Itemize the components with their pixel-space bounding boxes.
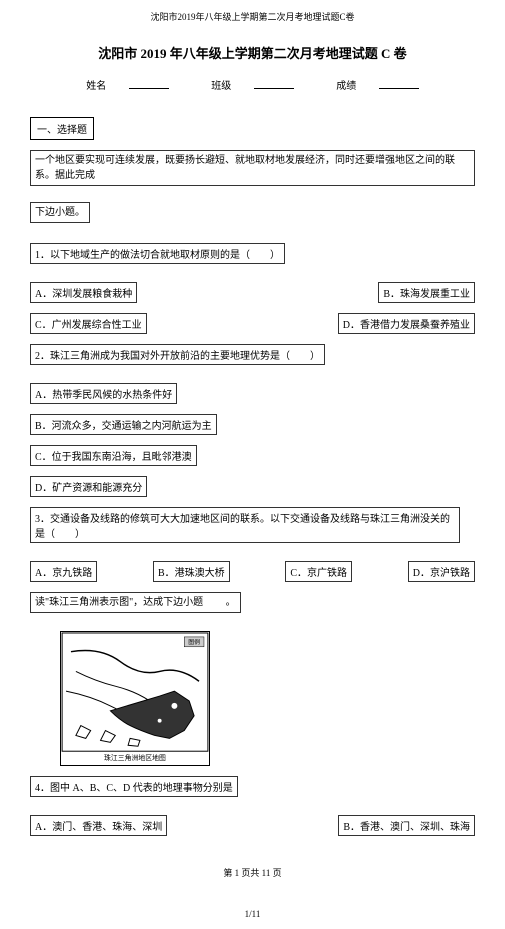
question-1: 1．以下地域生产的做法切合就地取材原则的是（ ） [30,243,285,264]
map-image: 珠江三角洲地区地图 图例 [60,631,210,766]
score-field: 成绩 [326,81,429,92]
footer-page: 第 1 页共 11 页 [30,866,475,879]
q1-option-b: B．珠海发展重工业 [378,282,475,303]
intro-paragraph-2: 下边小题。 [30,202,90,223]
pearl-river-delta-map-svg: 珠江三角洲地区地图 图例 [61,632,209,765]
q2-option-a: A．热带季民风候的水热条件好 [30,383,177,404]
class-field: 班级 [201,81,304,92]
question-3: 3．交通设备及线路的修筑可大大加速地区间的联系。以下交通设备及线路与珠江三角洲没… [30,507,460,543]
q2-option-d: D．矿产资源和能源充分 [30,476,147,497]
intro-2: 读"珠江三角洲表示图"，达成下边小题 。 [30,592,241,613]
q3-option-c: C．京广铁路 [285,561,352,582]
page-header: 沈阳市2019年八年级上学期第二次月考地理试题C卷 [30,10,475,23]
name-field: 姓名 [76,81,179,92]
exam-title: 沈阳市 2019 年八年级上学期第二次月考地理试题 C 卷 [30,43,475,62]
q1-option-a: A．深圳发展粮食栽种 [30,282,137,303]
q1-option-c: C．广州发展综合性工业 [30,313,147,334]
question-2: 2．珠江三角洲成为我国对外开放前沿的主要地理优势是（ ） [30,344,325,365]
q2-option-b: B．河流众多，交通运输之内河航运为主 [30,414,217,435]
q3-option-a: A．京九铁路 [30,561,97,582]
q4-option-b: B．香港、澳门、深圳、珠海 [338,815,475,836]
meta-row: 姓名 班级 成绩 [30,77,475,92]
section-1-header: 一、选择题 [30,117,94,140]
q3-option-b: B．港珠澳大桥 [153,561,230,582]
q2-option-c: C．位于我国东南沿海，且毗邻港澳 [30,445,197,466]
q1-option-d: D．香港借力发展桑蚕养殖业 [338,313,475,334]
intro-paragraph-1: 一个地区要实现可连续发展，既要扬长避短、就地取材地发展经济，同时还要增强地区之间… [30,150,475,186]
svg-text:珠江三角洲地区地图: 珠江三角洲地区地图 [104,753,166,762]
footer-num: 1/11 [30,909,475,919]
question-4: 4．图中 A、B、C、D 代表的地理事物分别是 [30,776,238,797]
q4-option-a: A．澳门、香港、珠海、深圳 [30,815,167,836]
svg-text:图例: 图例 [188,638,200,646]
q3-option-d: D．京沪铁路 [408,561,475,582]
